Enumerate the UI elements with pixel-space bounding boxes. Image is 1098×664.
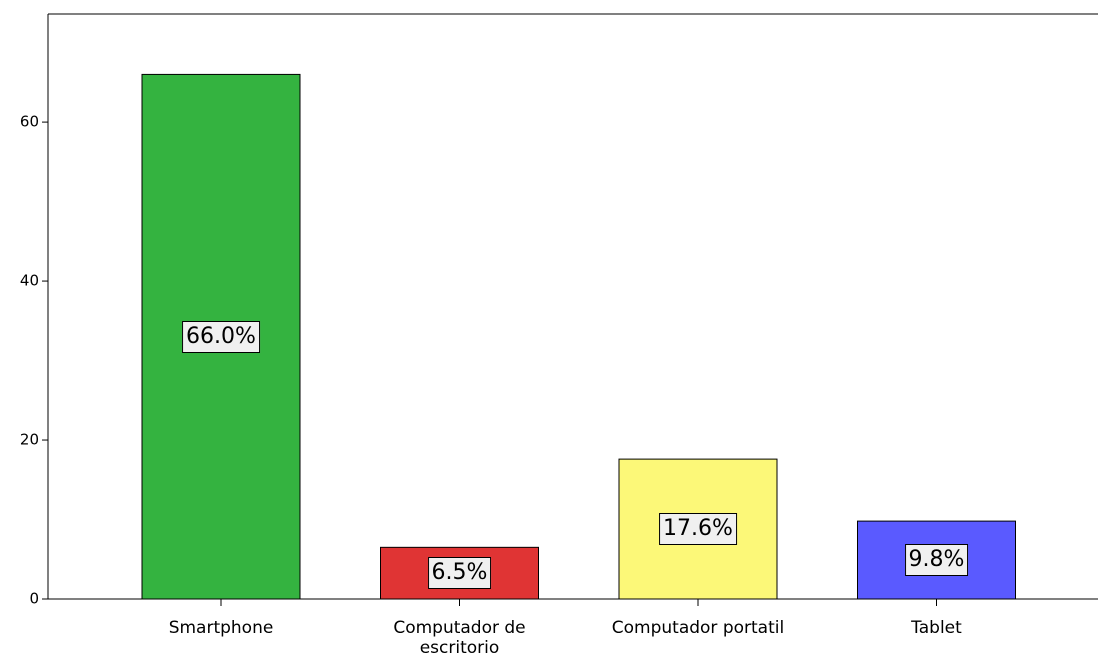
x-tick-label: Computador portatil: [611, 618, 785, 638]
value-label: 9.8%: [904, 544, 969, 577]
value-label: 6.5%: [427, 557, 492, 590]
value-label: 66.0%: [182, 320, 260, 353]
x-tick-label: Smartphone: [168, 618, 274, 638]
value-label: 17.6%: [659, 513, 737, 546]
x-tick-label: Tablet: [911, 618, 962, 638]
y-tick-label: 40: [20, 272, 39, 290]
y-tick-label: 60: [20, 113, 39, 131]
x-tick-label: Computador de escritorio: [393, 618, 526, 658]
y-tick-label: 0: [29, 590, 39, 608]
y-tick-label: 20: [20, 431, 39, 449]
